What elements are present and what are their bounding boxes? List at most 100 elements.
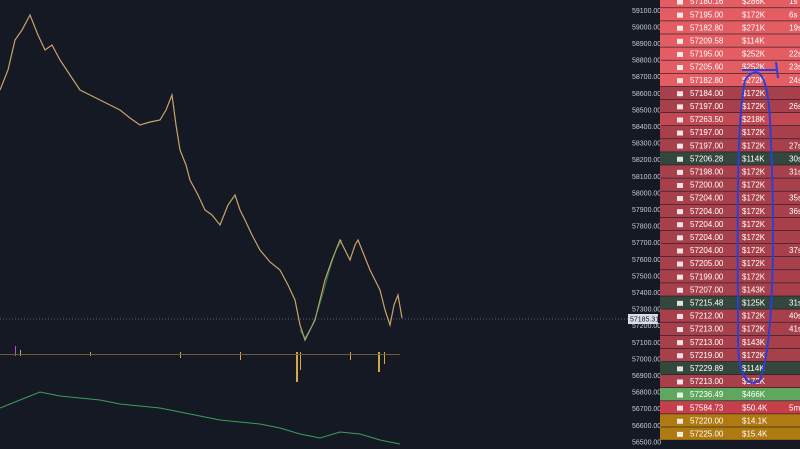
- trade-price: 57206.28: [690, 154, 724, 163]
- row-icon: [677, 379, 683, 385]
- trade-time: 36s: [789, 207, 800, 216]
- row-icon: [677, 209, 683, 215]
- price-tick-label: 56500.00: [632, 439, 661, 446]
- trade-row: 57200.00 $172K: [660, 178, 800, 191]
- price-tick-label: 58800.00: [632, 58, 661, 65]
- trade-row: 57204.00 $172K 37s: [660, 243, 800, 257]
- trade-time: 5m: [789, 403, 800, 412]
- trade-price: 57212.00: [690, 312, 724, 321]
- trade-time: 1s: [789, 0, 797, 6]
- trade-row: 57205.00 $172K: [660, 257, 800, 270]
- indicator-line: [0, 391, 401, 445]
- trade-row: 57197.00 $172K: [660, 126, 800, 139]
- price-tick-label: 59100.00: [632, 8, 661, 15]
- row-icon: [677, 25, 683, 31]
- trade-amount: $172K: [742, 102, 766, 111]
- row-bg: [660, 374, 800, 388]
- trade-time: 30s: [789, 154, 800, 163]
- trade-price: 57197.00: [690, 141, 724, 150]
- row-icon: [677, 78, 683, 84]
- row-bg: [660, 126, 800, 139]
- price-tick-label: 58600.00: [632, 91, 661, 98]
- trade-row: 57213.00 $172K: [660, 374, 800, 388]
- price-tick-label: 57100.00: [632, 340, 661, 347]
- row-icon: [677, 182, 683, 188]
- trade-amount: $143K: [742, 338, 766, 347]
- price-tick-label: 58100.00: [632, 174, 661, 181]
- trade-row: 57195.00 $172K 6s: [660, 8, 800, 21]
- trade-price: 57197.00: [690, 128, 724, 137]
- trade-amount: $172K: [742, 259, 766, 268]
- trade-time: 6s: [789, 10, 797, 19]
- trade-price: 57204.00: [690, 207, 724, 216]
- trade-amount: $172K: [742, 167, 766, 176]
- trade-price: 57204.00: [690, 233, 724, 242]
- row-icon: [677, 169, 683, 175]
- trade-price: 57584.73: [690, 403, 724, 412]
- trade-price: 57199.00: [690, 272, 724, 281]
- trade-row: 57182.80 $271K 19s: [660, 21, 800, 34]
- price-trace-up: [299, 239, 343, 339]
- trade-row: 57584.73 $50.4K 5m: [660, 401, 800, 414]
- trade-amount: $172K: [742, 272, 766, 281]
- trade-time: 26s: [789, 102, 800, 111]
- row-bg: [660, 322, 800, 335]
- price-axis: 59100.00 59000.00 58900.00 58800.00 58700.00…: [628, 0, 661, 449]
- trade-amount: $172K: [742, 246, 766, 255]
- row-icon: [677, 248, 683, 254]
- row-bg: [660, 335, 800, 349]
- row-bg: [660, 86, 800, 100]
- trade-price: 57195.00: [690, 50, 724, 59]
- trade-price: 57197.00: [690, 102, 724, 111]
- trade-row: 57220.00 $14.1K: [660, 414, 800, 427]
- trade-row: 57236.49 $466K: [660, 388, 800, 401]
- trade-row: 57225.00 $15.4K: [660, 427, 800, 440]
- row-bg: [660, 217, 800, 231]
- row-icon: [677, 91, 683, 97]
- trade-amount: $172K: [742, 181, 766, 190]
- trade-amount: $114K: [742, 154, 765, 163]
- trade-price: 57198.00: [690, 167, 724, 176]
- trade-amount: $15.4K: [742, 429, 768, 438]
- trade-price: 57263.50: [690, 115, 724, 124]
- trade-row: 57207.00 $143K: [660, 283, 800, 296]
- trade-amount: $218K: [742, 115, 766, 124]
- row-icon: [677, 117, 683, 123]
- row-bg: [660, 296, 800, 309]
- trade-row: 57180.16 $286K 1s: [660, 0, 800, 8]
- price-chart: [0, 13, 628, 445]
- tag-bg: [628, 314, 658, 324]
- trade-amount: $286K: [742, 0, 766, 6]
- row-bg: [660, 152, 800, 165]
- trade-amount: $272K: [742, 76, 766, 85]
- row-bg: [660, 257, 800, 270]
- trade-price: 57204.00: [690, 194, 724, 203]
- row-bg: [660, 34, 800, 47]
- row-icon: [677, 0, 683, 5]
- trade-row: 57219.00 $172K: [660, 348, 800, 362]
- row-bg: [660, 414, 800, 427]
- row-icon: [677, 287, 683, 293]
- trade-amount: $172K: [742, 207, 766, 216]
- row-bg: [660, 191, 800, 204]
- price-tick-label: 58700.00: [632, 74, 661, 81]
- row-bg: [660, 388, 800, 401]
- price-tick-label: 56900.00: [632, 373, 661, 380]
- row-icon: [677, 196, 683, 202]
- row-bg: [660, 427, 800, 440]
- price-tick-label: 56600.00: [632, 423, 661, 430]
- trade-amount: $172K: [742, 233, 766, 242]
- trade-price: 57209.58: [690, 36, 724, 45]
- trade-price: 57225.00: [690, 429, 724, 438]
- trade-amount: $172K: [742, 194, 766, 203]
- row-icon: [677, 143, 683, 149]
- trade-price: 57182.80: [690, 23, 724, 32]
- current-price: 57185.31: [630, 316, 659, 323]
- trade-time: 31s: [789, 167, 800, 176]
- trade-time: 24s: [789, 76, 800, 85]
- row-bg: [660, 99, 800, 113]
- price-tick-label: 58300.00: [632, 141, 661, 148]
- row-bg: [660, 243, 800, 257]
- row-icon: [677, 405, 683, 411]
